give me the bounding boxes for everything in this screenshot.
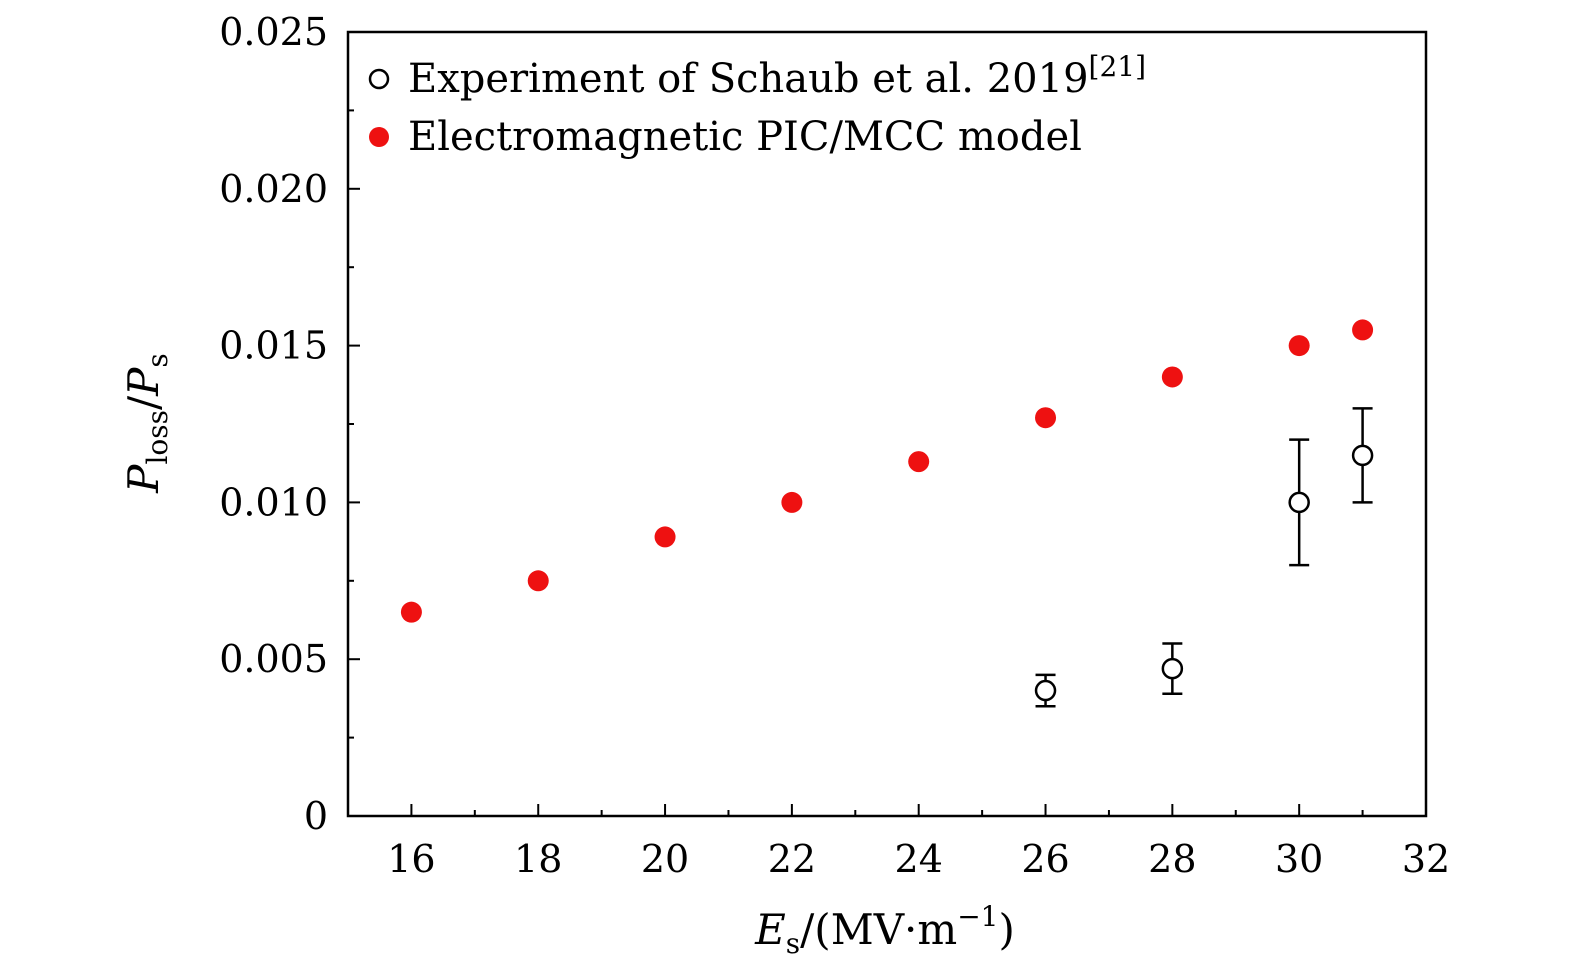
data-point-model <box>654 526 676 548</box>
x-tick-label: 26 <box>1021 837 1069 881</box>
x-axis-label: Es/(MV·m−1) <box>754 900 1015 960</box>
data-point-model <box>527 570 549 592</box>
y-tick-label: 0 <box>304 794 328 838</box>
legend-marker-model <box>369 127 389 147</box>
x-tick-label: 20 <box>641 837 689 881</box>
data-point-experiment <box>1034 679 1057 702</box>
x-axis: 16 18 20 22 24 26 28 30 32 <box>347 804 1450 881</box>
data-point-model <box>400 601 422 623</box>
y-tick-label: 0.015 <box>219 324 328 368</box>
data-point-experiment <box>1288 491 1310 514</box>
legend-label-model: Electromagnetic PIC/MCC model <box>408 114 1082 160</box>
x-tick-label: 28 <box>1148 837 1196 881</box>
series-model <box>400 319 1374 623</box>
y-axis: 0 0.005 0.010 0.015 0.020 0.025 <box>219 10 360 838</box>
data-point-model <box>1161 366 1183 388</box>
legend: Experiment of Schaub et al. 2019[21] Ele… <box>368 50 1146 160</box>
y-tick-label: 0.005 <box>219 637 328 681</box>
data-point-model <box>908 451 930 473</box>
y-axis-label: Ploss/Ps <box>119 353 174 494</box>
x-tick-label: 32 <box>1402 837 1450 881</box>
x-tick-label: 18 <box>514 837 562 881</box>
data-point-model <box>1352 319 1374 341</box>
legend-marker-experiment <box>368 68 390 90</box>
x-tick-label: 24 <box>895 837 943 881</box>
data-point-model <box>781 491 803 513</box>
data-point-model <box>1288 335 1310 357</box>
data-point-model <box>1035 407 1057 429</box>
y-tick-label: 0.025 <box>219 10 328 54</box>
x-tick-label: 22 <box>768 837 816 881</box>
series-experiment <box>1034 407 1374 708</box>
plot-area <box>400 319 1374 708</box>
y-tick-label: 0.020 <box>219 167 328 211</box>
data-point-experiment <box>1351 444 1374 467</box>
legend-label-experiment: Experiment of Schaub et al. 2019[21] <box>408 50 1146 102</box>
x-tick-label: 30 <box>1275 837 1323 881</box>
x-tick-label: 16 <box>387 837 435 881</box>
y-tick-label: 0.010 <box>219 480 328 524</box>
data-point-experiment <box>1161 657 1184 680</box>
